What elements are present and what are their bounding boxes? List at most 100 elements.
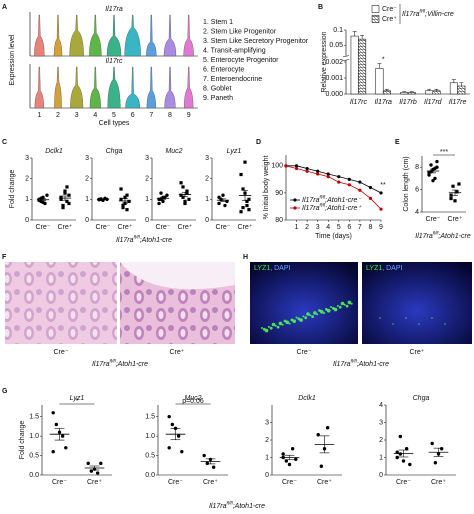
dot <box>429 163 433 167</box>
suffix: ;Atoh1-cre⁺ <box>325 205 362 212</box>
y-tick-label: 0.5 <box>29 452 39 459</box>
legend-marker <box>293 198 297 202</box>
dot <box>453 199 457 203</box>
dot <box>408 462 412 467</box>
violin <box>184 66 194 109</box>
y-tick-label: 6 <box>415 186 419 193</box>
y-tick-label: 0.0 <box>145 472 155 479</box>
stain-counter: DAPI <box>386 265 402 272</box>
point <box>294 166 299 171</box>
chart-title: Chga <box>106 148 123 155</box>
dot <box>395 455 399 460</box>
dot <box>159 191 163 195</box>
x-tick-label: Cre⁺ <box>118 224 133 231</box>
histology-tint <box>5 262 117 344</box>
bar <box>382 90 391 95</box>
y-tick-label: 0.05 <box>329 42 343 49</box>
significance: * <box>76 398 79 405</box>
panel-letter: F <box>2 254 7 261</box>
y-tick-label: 0.1 <box>333 27 343 34</box>
y-axis-label: Expression level <box>9 34 16 85</box>
y-axis-label: Fold change <box>19 421 26 460</box>
dot <box>395 450 399 454</box>
suffix: ;Atoh1-cre <box>233 503 265 510</box>
dot <box>401 459 406 463</box>
violin <box>53 14 63 57</box>
dot <box>427 173 431 177</box>
legend-entry: 7. Enteroendocrine <box>203 76 262 83</box>
legend-entry: Cre⁺ <box>382 16 397 23</box>
legend-entry: Cre⁻ <box>382 6 397 13</box>
y-axis-label: Relative expression <box>321 31 328 92</box>
dot <box>221 193 225 197</box>
dot <box>449 193 453 197</box>
x-tick-label: Cre⁻ <box>36 224 51 231</box>
superscript: fl/fl <box>320 203 327 208</box>
panel-letter: E <box>395 139 400 146</box>
dot <box>241 187 245 191</box>
dot <box>183 199 187 203</box>
violin <box>69 14 84 57</box>
dot <box>59 197 63 201</box>
dot <box>239 210 243 214</box>
panel-f-images <box>5 262 235 344</box>
stain-label: LYZ1, DAPI <box>366 265 403 272</box>
dot <box>64 446 68 450</box>
y-tick-label: 2 <box>25 176 29 183</box>
x-tick-label: Cre⁻ <box>96 224 111 231</box>
dot <box>179 181 183 185</box>
signal-dot <box>274 324 277 327</box>
x-tick-label: 6 <box>131 112 135 119</box>
x-tick-label: 4 <box>93 112 97 119</box>
violin-title: Il17rc <box>105 58 123 65</box>
dot <box>41 200 45 205</box>
axis-break <box>343 56 349 61</box>
violin <box>89 14 102 57</box>
genotype-label: Il17rafl/fl;Atoh1-cre <box>415 231 471 240</box>
y-tick-label: 0 <box>85 217 89 224</box>
y-tick-label: 3 <box>379 419 383 426</box>
chart-title: Muc2 <box>165 148 182 155</box>
chart-title: Lyz1 <box>227 148 242 155</box>
signal-dot <box>285 320 290 325</box>
gene: Il17ra <box>402 11 420 18</box>
dot <box>239 172 243 177</box>
dot <box>435 159 439 164</box>
fluorescence-cre-plus <box>362 262 472 344</box>
suffix: ;Atoh1-cre <box>357 361 389 368</box>
violin <box>34 66 44 109</box>
dot <box>99 461 103 466</box>
panel-letter: C <box>2 139 7 146</box>
dot <box>121 206 125 210</box>
dot <box>284 459 289 463</box>
panel-letter: B <box>318 4 323 11</box>
signal-dot <box>330 306 332 308</box>
stain-sep: , <box>382 265 386 272</box>
y-tick-label: 0 <box>265 472 269 479</box>
significance: * <box>382 56 385 63</box>
x-tick-label: Cre⁺ <box>317 479 332 486</box>
suffix: ;Atoh1-cre <box>438 233 470 240</box>
x-tick-label: 5 <box>112 112 116 119</box>
dot <box>51 411 55 415</box>
violin <box>70 66 84 109</box>
dot <box>67 201 71 206</box>
x-tick-label: Cre⁺ <box>87 479 102 486</box>
bar <box>375 68 384 95</box>
dot <box>39 196 43 200</box>
y-tick-label: 0 <box>145 217 149 224</box>
bar <box>350 35 359 95</box>
point <box>326 172 330 176</box>
lyz1-signal <box>261 300 446 333</box>
x-tick-label: 1 <box>37 112 41 119</box>
significance: p=0.06 <box>182 398 204 405</box>
dot <box>59 195 63 199</box>
dot <box>245 199 249 203</box>
panel-letter: G <box>2 388 8 395</box>
signal-dot <box>345 304 349 308</box>
point <box>379 191 383 195</box>
genotype-label: Il17rafl/fl;Atoh1-cre⁺ <box>302 203 362 212</box>
dot <box>180 449 184 454</box>
dot <box>294 457 298 461</box>
dot <box>167 414 171 419</box>
